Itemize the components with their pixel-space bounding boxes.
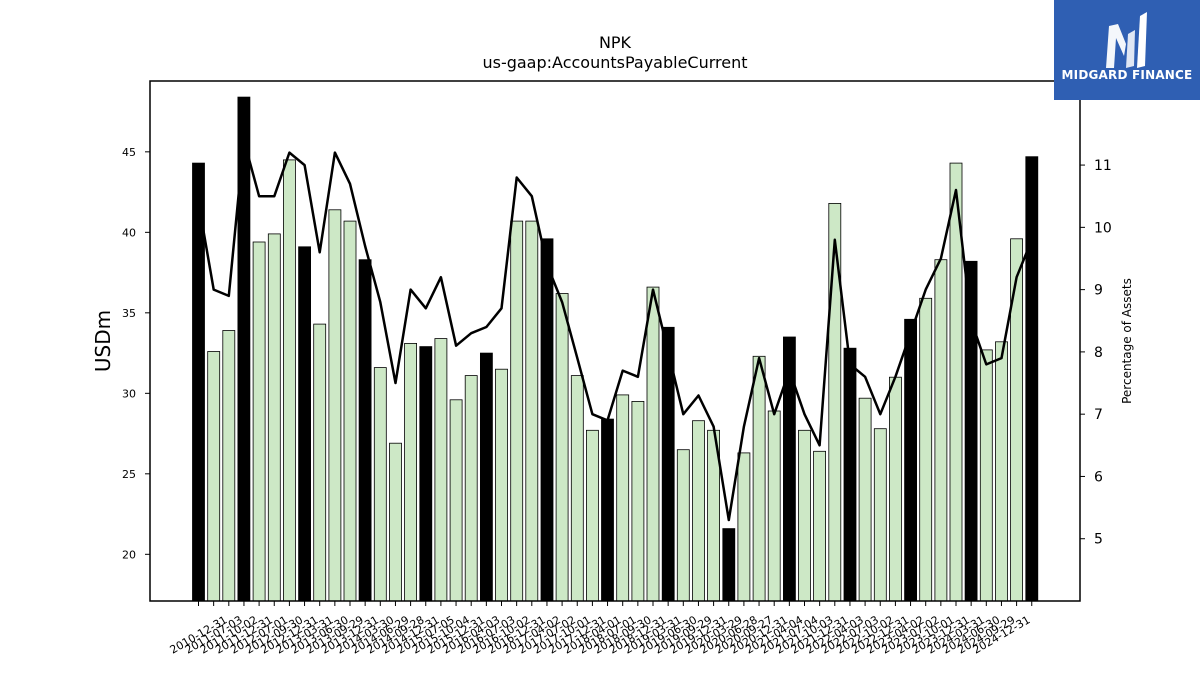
bar — [828, 202, 842, 602]
bar — [722, 528, 736, 602]
midgard-logo-icon — [1106, 12, 1147, 68]
bar — [373, 367, 387, 602]
plot-frame — [149, 80, 1081, 602]
bar — [813, 450, 826, 602]
bar — [222, 330, 236, 602]
bar — [525, 220, 539, 602]
bar — [873, 428, 887, 602]
bar — [752, 355, 766, 602]
bar — [495, 368, 508, 602]
percent-line-group — [197, 138, 1033, 522]
bar — [419, 346, 433, 602]
bar — [298, 246, 312, 602]
y2-tick-label: 5 — [1094, 532, 1103, 548]
bar — [783, 336, 796, 602]
bar — [676, 449, 690, 602]
bar — [207, 351, 221, 602]
y-tick-label: 40 — [122, 226, 136, 239]
bar — [601, 418, 614, 602]
bar — [267, 233, 281, 602]
percent-line — [197, 138, 1033, 522]
bar — [904, 318, 917, 602]
y2-axis-label: Percentage of Assets — [1120, 278, 1134, 404]
bar — [570, 375, 584, 602]
bar — [586, 429, 599, 602]
logo: MIDGARD FINANCE — [1054, 0, 1200, 100]
bar — [510, 220, 524, 602]
y-tick-label: 30 — [122, 387, 136, 400]
bar — [692, 420, 705, 602]
bar — [979, 349, 993, 602]
y-tick-label: 25 — [122, 468, 136, 481]
bar — [767, 410, 781, 602]
chart-title: NPK — [599, 33, 632, 52]
y2-tick-label: 9 — [1094, 283, 1103, 299]
bar — [449, 399, 463, 602]
bar — [404, 342, 418, 602]
y-tick-label: 20 — [122, 548, 136, 561]
bar — [464, 375, 478, 602]
y-tick-label: 45 — [122, 146, 136, 159]
bar — [540, 238, 554, 602]
y2-tick-label: 8 — [1094, 345, 1103, 361]
y-axis-label: USDm — [91, 310, 115, 372]
bar — [858, 397, 872, 602]
bar — [434, 338, 448, 602]
left-axis: 20 25 30 35 40 45 — [122, 146, 150, 561]
bar — [343, 220, 357, 602]
x-axis: 2010-12-312011-07-032011-10-022011-12-31… — [168, 601, 1032, 657]
bar — [555, 293, 569, 602]
logo-text: MIDGARD FINANCE — [1061, 68, 1193, 82]
y2-tick-label: 6 — [1094, 469, 1103, 485]
bar — [737, 452, 751, 602]
bar — [646, 286, 660, 602]
bar — [995, 341, 1008, 602]
bar — [616, 394, 630, 602]
bar-group — [192, 96, 1039, 602]
bar — [479, 352, 493, 602]
bar — [358, 259, 372, 602]
chart-subtitle: us-gaap:AccountsPayableCurrent — [482, 53, 747, 72]
bar — [843, 347, 857, 602]
bar — [1025, 156, 1039, 602]
bar — [631, 400, 645, 602]
y-tick-label: 35 — [122, 307, 136, 320]
y2-tick-label: 7 — [1094, 407, 1103, 423]
y2-tick-label: 10 — [1094, 220, 1112, 236]
bar — [252, 241, 266, 602]
bar — [919, 297, 933, 602]
bar — [282, 159, 296, 602]
bar — [934, 259, 948, 602]
right-axis: 5 6 7 8 9 10 11 — [1080, 158, 1112, 548]
bar — [798, 429, 811, 602]
bar — [328, 209, 342, 602]
y2-tick-label: 11 — [1094, 158, 1112, 174]
bar — [313, 323, 327, 602]
bar — [889, 376, 902, 602]
bar — [389, 442, 402, 602]
